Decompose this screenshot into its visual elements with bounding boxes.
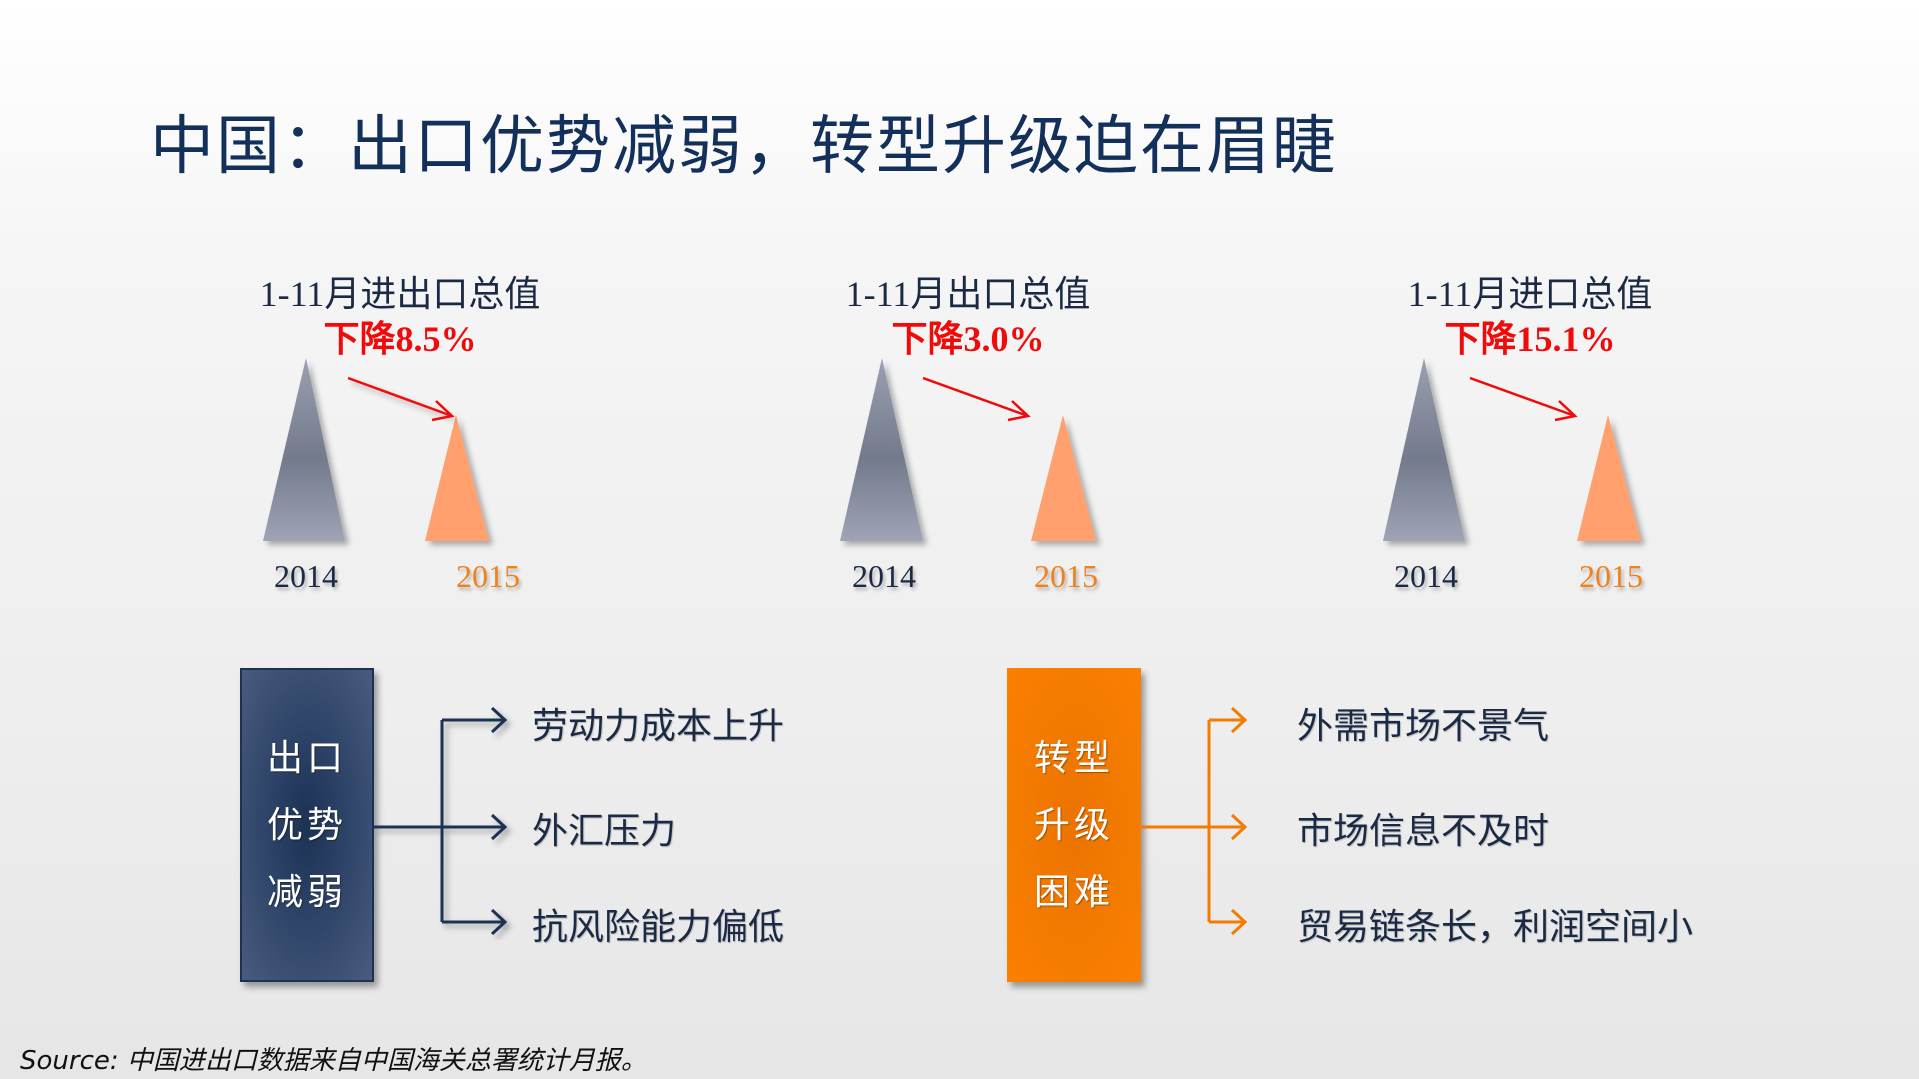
left-branch-item: 劳动力成本上升 (532, 706, 785, 747)
decline-value: 下降3.0% (891, 319, 1045, 359)
year-2014-label: 2014 (274, 558, 338, 594)
right-branch-connector (1141, 706, 1248, 936)
year-2015-label: 2015 (1579, 558, 1643, 594)
panel-imports: 1-11月进口总值 下降15.1% 2014 2015 (1350, 265, 1690, 605)
year-2014-label: 2014 (1394, 558, 1458, 594)
export-advantage-box: 出口 优势 减弱 (240, 668, 374, 982)
box-line: 转型 (1033, 737, 1114, 779)
panel-total-trade: 1-11月进出口总值 下降8.5% 2014 2015 (230, 265, 570, 605)
source-note: Source: 中国进出口数据来自中国海关总署统计月报。 (20, 1046, 647, 1076)
panel-exports: 1-11月出口总值 下降3.0% 2014 2015 (808, 265, 1148, 605)
decline-value: 下降8.5% (323, 319, 477, 359)
decline-value: 下降15.1% (1444, 319, 1616, 359)
triangle-2015 (1577, 415, 1641, 541)
triangle-2014 (840, 358, 923, 541)
triangle-2014 (1383, 358, 1465, 541)
panel-label: 1-11月出口总值 (845, 274, 1091, 314)
left-branch-item: 抗风险能力偏低 (532, 907, 785, 948)
box-line: 减弱 (266, 871, 347, 913)
right-branch-item: 外需市场不景气 (1297, 706, 1550, 747)
right-branch-item: 贸易链条长，利润空间小 (1297, 907, 1694, 948)
box-line: 优势 (266, 804, 347, 846)
year-2015-label: 2015 (1034, 558, 1098, 594)
box-line: 升级 (1033, 804, 1114, 846)
year-2015-label: 2015 (456, 558, 520, 594)
right-branch-item: 市场信息不及时 (1297, 811, 1550, 852)
box-line: 出口 (266, 737, 347, 779)
left-branch-connector (374, 706, 508, 936)
triangle-2015 (425, 415, 489, 541)
triangle-2015 (1031, 415, 1096, 541)
transformation-difficulty-box: 转型 升级 困难 (1007, 668, 1141, 982)
year-2014-label: 2014 (852, 558, 916, 594)
panel-label: 1-11月进口总值 (1407, 274, 1653, 314)
triangle-comparison-graphic (840, 358, 1096, 541)
triangle-comparison-graphic (263, 358, 489, 541)
page-title: 中国：出口优势减弱，转型升级迫在眉睫 (150, 110, 1338, 184)
triangle-comparison-graphic (1383, 358, 1641, 541)
triangle-2014 (263, 358, 345, 541)
box-line: 困难 (1033, 871, 1114, 913)
left-branch-item: 外汇压力 (532, 811, 677, 852)
panel-label: 1-11月进出口总值 (259, 274, 541, 314)
